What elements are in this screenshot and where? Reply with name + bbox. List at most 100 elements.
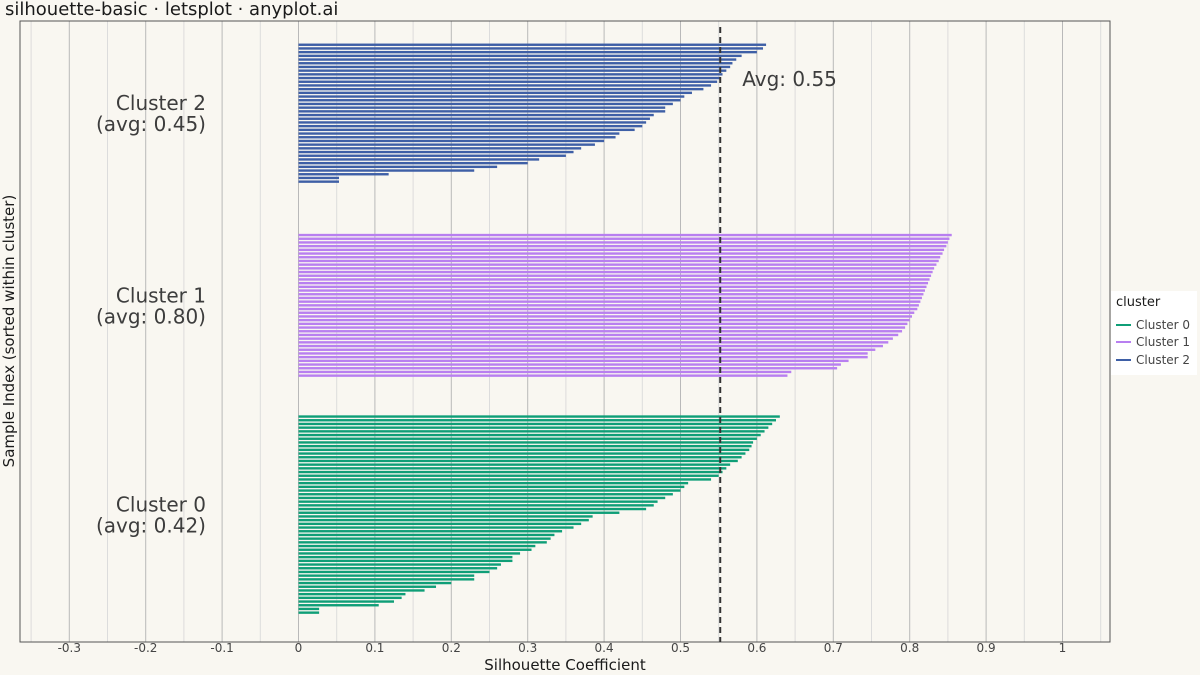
silhouette-bar — [298, 256, 941, 259]
silhouette-bar — [298, 69, 727, 72]
silhouette-bar — [298, 62, 733, 65]
legend-swatch-cluster-1 — [1116, 341, 1131, 344]
silhouette-bar — [298, 241, 948, 244]
silhouette-bar — [298, 474, 719, 477]
silhouette-bar — [298, 430, 765, 433]
silhouette-bar — [298, 165, 498, 169]
silhouette-bar — [298, 121, 647, 124]
legend-item-cluster-1: Cluster 1 — [1116, 334, 1197, 352]
silhouette-bar — [298, 596, 402, 600]
silhouette-bar — [298, 113, 654, 117]
silhouette-bar — [298, 555, 513, 559]
legend-item-cluster-0: Cluster 0 — [1116, 316, 1197, 334]
silhouette-bar — [298, 311, 915, 314]
silhouette-bar — [298, 65, 731, 69]
silhouette-bar — [298, 293, 924, 296]
silhouette-bar — [298, 259, 939, 263]
silhouette-bar — [298, 143, 595, 146]
silhouette-bar — [298, 489, 681, 492]
silhouette-bar — [298, 570, 490, 574]
silhouette-bar — [298, 607, 320, 611]
x-tick-label: 0.3 — [518, 641, 537, 655]
silhouette-bar — [298, 374, 788, 377]
silhouette-bar — [298, 50, 757, 54]
legend-title: cluster — [1116, 295, 1161, 310]
silhouette-bar — [298, 154, 566, 157]
silhouette-bar — [298, 244, 947, 248]
silhouette-bar — [298, 47, 764, 50]
silhouette-bar — [298, 43, 767, 46]
silhouette-bar — [298, 441, 754, 444]
silhouette-bar — [298, 54, 742, 58]
silhouette-bar — [298, 444, 752, 448]
silhouette-bar — [298, 518, 589, 522]
silhouette-bar — [298, 110, 666, 113]
silhouette-bar — [298, 363, 841, 366]
silhouette-bar — [298, 419, 776, 422]
chart-title: silhouette-basic · letsplot · anyplot.ai — [5, 0, 339, 20]
silhouette-bar — [298, 592, 406, 596]
silhouette-bar — [298, 318, 910, 322]
silhouette-bar — [298, 522, 582, 526]
legend-label-cluster-1: Cluster 1 — [1136, 335, 1191, 350]
silhouette-bar — [298, 147, 582, 150]
silhouette-bar — [298, 530, 563, 533]
silhouette-bar — [298, 478, 712, 481]
silhouette-bar — [298, 470, 723, 474]
legend-swatch-cluster-2 — [1116, 358, 1131, 361]
x-tick-label: 0.9 — [977, 641, 996, 655]
silhouette-bar — [298, 139, 605, 143]
x-tick-label: 0.4 — [595, 641, 614, 655]
silhouette-bar — [298, 289, 925, 292]
silhouette-bar — [298, 548, 532, 551]
silhouette-bar — [298, 270, 933, 274]
silhouette-bar — [298, 504, 654, 507]
silhouette-bar — [298, 507, 647, 511]
silhouette-bar — [298, 456, 742, 459]
legend-item-cluster-2: Cluster 2 — [1116, 351, 1197, 369]
silhouette-bar — [298, 448, 750, 452]
silhouette-bar — [298, 341, 889, 344]
silhouette-bar — [298, 563, 501, 566]
silhouette-bar — [298, 496, 666, 500]
silhouette-bar — [298, 370, 792, 374]
silhouette-bar — [298, 315, 912, 318]
y-axis-label: Sample Index (sorted within cluster) — [0, 195, 18, 468]
silhouette-bar — [298, 589, 425, 592]
silhouette-bar — [298, 437, 757, 440]
silhouette-bar — [298, 348, 876, 351]
silhouette-bar — [298, 91, 692, 95]
silhouette-bar — [298, 173, 389, 176]
silhouette-bar — [298, 300, 921, 303]
silhouette-bar — [298, 176, 339, 180]
silhouette-bar — [298, 307, 918, 311]
silhouette-bar — [298, 274, 932, 277]
x-tick-label: 0.1 — [365, 641, 384, 655]
silhouette-bar — [298, 124, 643, 128]
x-tick-label: -0.1 — [210, 641, 233, 655]
silhouette-bar — [298, 367, 838, 370]
silhouette-bar — [298, 537, 551, 540]
silhouette-bar — [298, 233, 952, 237]
average-label: Avg: 0.55 — [742, 67, 837, 91]
silhouette-bar — [298, 533, 555, 537]
silhouette-bar — [298, 102, 673, 106]
legend: cluster Cluster 0 Cluster 1 Cluster 2 — [1111, 291, 1197, 375]
silhouette-bar — [298, 559, 513, 563]
silhouette-bar — [298, 611, 320, 614]
x-axis-label: Silhouette Coefficient — [484, 656, 646, 674]
silhouette-bar — [298, 467, 727, 470]
silhouette-bar — [298, 544, 536, 548]
silhouette-bar — [298, 285, 927, 289]
silhouette-bar — [298, 526, 574, 529]
silhouette-bar — [298, 106, 666, 109]
silhouette-bar — [298, 304, 919, 307]
bars — [298, 43, 952, 614]
silhouette-bar — [298, 500, 658, 503]
silhouette-bar — [298, 248, 945, 252]
silhouette-bar — [298, 267, 935, 270]
x-tick-label: 0.7 — [824, 641, 843, 655]
silhouette-bar — [298, 344, 883, 348]
silhouette-bar — [298, 117, 650, 120]
silhouette-bar — [298, 485, 685, 489]
